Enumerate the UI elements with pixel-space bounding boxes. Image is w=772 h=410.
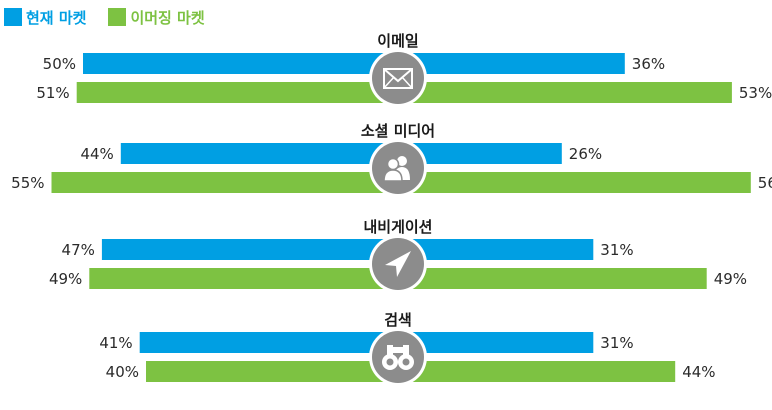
category-label: 소셜 미디어 [361,122,435,140]
category-group: 이메일 50% 36% 51% 53% [36,32,772,107]
binoculars-right-glass [402,358,410,366]
current-value-left: 41% [99,334,132,352]
user-head-back [397,156,407,166]
emerging-value-left: 51% [36,84,69,102]
current-bar-right [398,143,562,164]
emerging-value-left: 49% [49,270,82,288]
user-body-front [383,169,403,182]
current-bar-left [139,332,398,353]
current-bar-left [101,239,399,260]
category-group: 내비게이션 47% 31% 49% 49% [49,218,747,293]
current-bar-right [398,332,594,353]
emerging-value-left: 55% [11,174,44,192]
emerging-bar-right [398,361,676,382]
current-value-right: 31% [600,334,633,352]
current-value-left: 47% [62,241,95,259]
legend-item-emerging: 이머징 마켓 [108,7,205,28]
icon-background [372,331,424,383]
envelope-fold [383,76,413,89]
envelope-body [383,68,413,89]
emerging-bar-left [146,361,398,382]
emerging-bar-right [398,268,707,289]
navigation-arrow-icon [369,235,427,293]
category-group: 검색 41% 31% 40% 44% [99,311,716,386]
legend-label-current: 현재 마켓 [26,8,87,27]
legend-swatch-current [4,8,22,26]
binoculars-right-top [403,345,409,355]
emerging-value-left: 40% [106,363,139,381]
binoculars-bridge [393,347,403,353]
emerging-value-right: 56% [758,174,772,192]
emerging-value-right: 53% [739,84,772,102]
envelope-flap [383,68,413,83]
legend-item-current: 현재 마켓 [4,7,86,28]
icon-background [372,52,424,104]
current-bar-right [398,239,594,260]
category-label: 검색 [384,311,412,329]
emerging-bar-right [398,172,751,193]
legend-swatch-emerging [108,8,127,26]
emerging-bar-right [398,82,732,103]
legend: 현재 마켓 이머징 마켓 [4,6,227,28]
binoculars-left-glass [386,358,394,366]
current-bar-left [83,53,398,74]
emerging-value-right: 44% [682,363,715,381]
current-value-left: 44% [80,145,113,163]
category-label: 이메일 [377,32,418,50]
current-value-right: 26% [569,145,602,163]
emerging-bar-left [76,82,398,103]
envelope-icon [369,49,427,107]
category-group: 소셜 미디어 44% 26% 55% 56% [11,122,772,197]
current-value-right: 36% [632,55,665,73]
icon-background [372,142,424,194]
emerging-bar-left [51,172,398,193]
emerging-bar-left [89,268,399,289]
current-value-right: 31% [600,241,633,259]
user-head-front [386,157,400,171]
current-bar-left [120,143,399,164]
binoculars-icon [369,328,427,386]
binoculars-left-top [387,345,393,355]
legend-label-emerging: 이머징 마켓 [130,8,205,27]
arrow-shape [385,251,411,277]
category-label: 내비게이션 [363,218,432,236]
users-icon [369,139,427,197]
current-bar-right [398,53,625,74]
current-value-left: 50% [43,55,76,73]
emerging-value-right: 49% [714,270,747,288]
